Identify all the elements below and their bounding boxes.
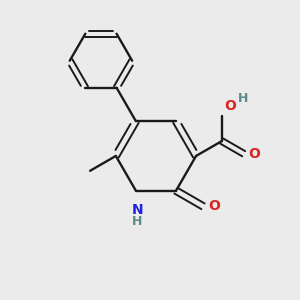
Text: O: O <box>224 99 236 113</box>
Text: H: H <box>238 92 248 104</box>
Text: O: O <box>248 147 260 161</box>
Text: O: O <box>208 199 220 213</box>
Text: H: H <box>132 215 142 228</box>
Text: N: N <box>132 203 143 217</box>
